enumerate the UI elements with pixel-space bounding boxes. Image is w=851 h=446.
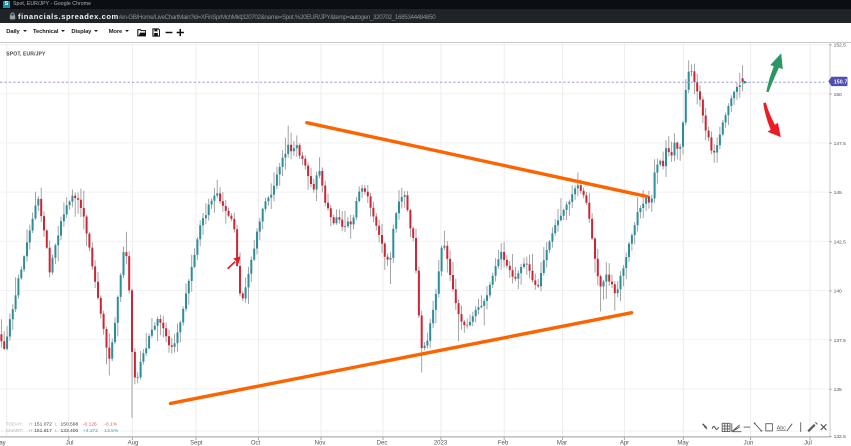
svg-text:SPOT, EUR/JPY: SPOT, EUR/JPY [6, 51, 46, 57]
svg-text:135: 135 [834, 387, 842, 393]
svg-text:142.5: 142.5 [834, 239, 847, 245]
svg-text:147.5: 147.5 [834, 141, 847, 147]
svg-text:150.7: 150.7 [834, 79, 848, 85]
svg-text:CHART:: CHART: [6, 427, 24, 433]
svg-text:140: 140 [834, 288, 842, 294]
svg-text:H:: H: [29, 427, 34, 433]
svg-text:L:: L: [55, 427, 59, 433]
svg-text:Feb: Feb [498, 440, 509, 446]
svg-text:Jul: Jul [804, 440, 812, 446]
svg-text:TODAY:: TODAY: [6, 421, 23, 427]
svg-text:152.5: 152.5 [834, 43, 847, 49]
svg-text:May: May [0, 440, 6, 446]
svg-text:Oct: Oct [251, 440, 261, 446]
svg-text:Dec: Dec [377, 440, 388, 446]
svg-text:L:: L: [55, 421, 59, 427]
svg-text:-0.126: -0.126 [83, 421, 97, 427]
svg-text:150.598: 150.598 [61, 421, 79, 427]
svg-text:H:: H: [29, 421, 34, 427]
svg-text:Nov: Nov [315, 440, 326, 446]
svg-text:Apr: Apr [620, 440, 629, 446]
svg-text:Jun: Jun [744, 440, 754, 446]
svg-text:May: May [677, 440, 688, 446]
svg-text:2023: 2023 [434, 440, 448, 446]
svg-text:+4.372: +4.372 [83, 427, 98, 433]
svg-text:-0.1%: -0.1% [104, 421, 117, 427]
svg-text:Jul: Jul [66, 440, 74, 446]
svg-text:150: 150 [834, 91, 842, 97]
svg-text:Aug: Aug [128, 440, 139, 446]
svg-text:145: 145 [834, 190, 842, 196]
svg-text:Mar: Mar [557, 440, 567, 446]
svg-text:151.617: 151.617 [34, 427, 52, 433]
svg-text:132.5: 132.5 [834, 434, 847, 440]
svg-text:Sept: Sept [190, 440, 203, 446]
svg-text:133.400: 133.400 [61, 427, 79, 433]
svg-text:151.072: 151.072 [34, 421, 52, 427]
svg-text:137.5: 137.5 [834, 337, 847, 343]
svg-text:13.5%: 13.5% [104, 427, 119, 433]
svg-text:Abc: Abc [777, 425, 787, 431]
